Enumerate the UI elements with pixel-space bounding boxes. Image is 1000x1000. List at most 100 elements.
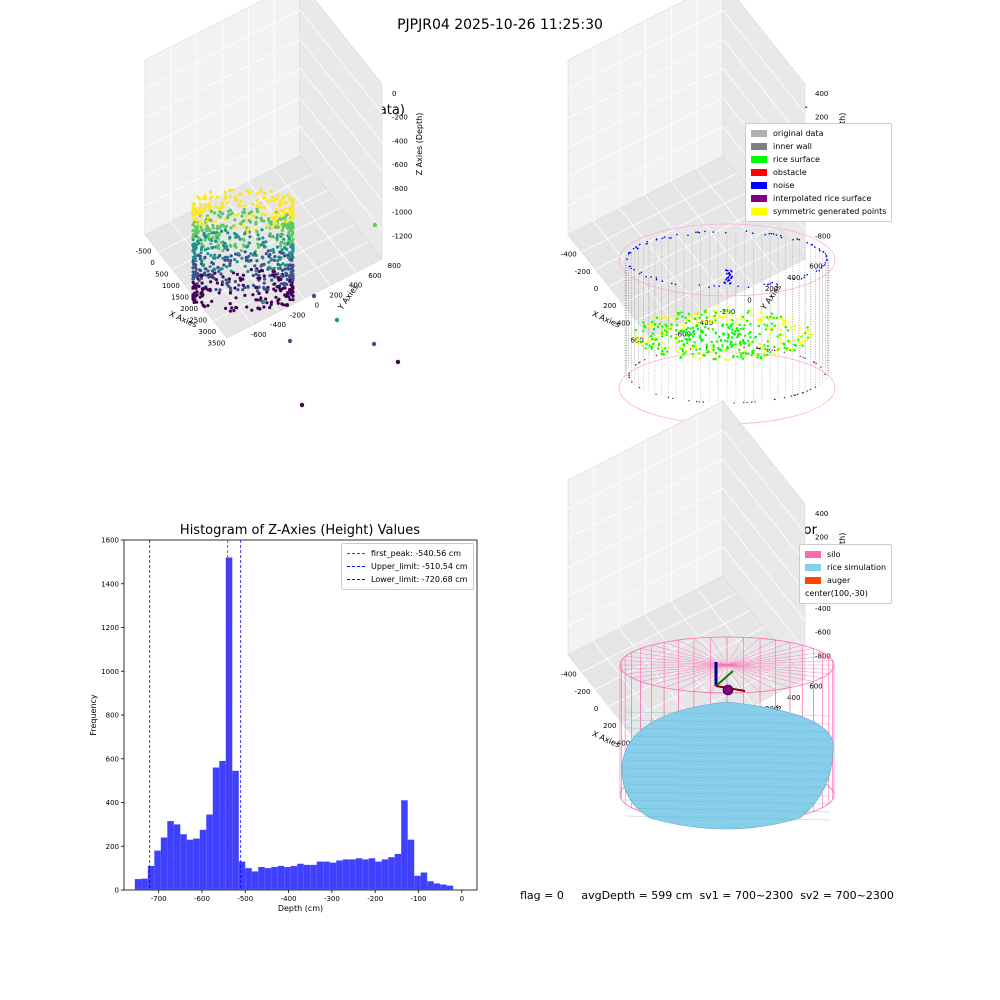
histogram-bar — [427, 881, 434, 890]
p2-noise-point — [803, 276, 805, 279]
p2-rice-surface-point — [747, 339, 750, 342]
p1-data-point — [218, 288, 222, 292]
p1-data-point — [228, 309, 232, 313]
p1-y-tick-label: -600 — [251, 331, 267, 339]
p1-data-point — [272, 258, 276, 262]
p2-rice-surface-point — [644, 326, 647, 329]
p2-rice-surface-point — [669, 335, 673, 338]
p2-noise-point — [780, 236, 783, 239]
p2-rice-surface-point — [727, 333, 730, 336]
p4-silo-roof-wire — [726, 664, 776, 691]
p2-rice-surface-point — [763, 344, 766, 347]
p2-rice-surface-point — [707, 350, 710, 353]
p4-silo-roof-wire — [621, 660, 728, 666]
p4-silo-roof-wire — [726, 660, 833, 666]
p2-interpolated-point — [757, 347, 759, 350]
p2-rice-surface-point — [806, 336, 810, 339]
p1-data-point — [261, 212, 265, 216]
p2-rice-surface-point — [700, 330, 703, 333]
p2-rice-surface-point — [739, 332, 742, 336]
p4-back-grid — [567, 429, 724, 510]
histogram-bar — [199, 829, 207, 890]
p2-noise-point — [718, 285, 720, 288]
p1-data-point — [270, 278, 274, 282]
p2-noise-point — [668, 237, 671, 239]
p2-interpolated-point — [644, 359, 646, 361]
p2-rice-surface-point — [691, 344, 695, 347]
p1-data-point — [274, 295, 278, 299]
p1-data-point — [236, 252, 240, 256]
p2-rice-surface-point — [747, 344, 750, 347]
p2-rice-surface-point — [770, 317, 774, 320]
p2-rice-surface-point — [718, 355, 721, 358]
histogram-frame — [123, 539, 478, 891]
p2-noise-point — [698, 231, 701, 234]
p1-outlier-point — [372, 222, 378, 228]
p1-data-point — [211, 223, 215, 227]
p2-rice-surface-point — [687, 333, 690, 337]
p2-rice-surface-point — [757, 324, 760, 328]
p1-data-point — [290, 257, 294, 261]
p2-rice-surface-point — [769, 315, 772, 318]
p2-rice-surface-point — [724, 358, 727, 361]
p2-rice-surface-point — [777, 353, 780, 356]
p1-data-point — [224, 255, 228, 259]
p4-silo-roof-wire — [678, 639, 728, 666]
p2-rice-surface-point — [769, 351, 772, 354]
p2-rice-surface-point — [650, 345, 653, 349]
p1-data-point — [255, 216, 259, 220]
p2-rice-surface-point — [741, 357, 745, 360]
p1-data-point — [234, 305, 238, 310]
p1-data-point — [257, 237, 261, 241]
p2-rice-surface-point — [710, 340, 713, 344]
p1-data-point — [230, 211, 234, 215]
p2-rice-surface-point — [663, 347, 667, 350]
p2-rice-surface-point — [705, 310, 709, 313]
p2-rice-surface-point — [713, 314, 717, 318]
p4-simulation — [619, 636, 835, 830]
p1-data-point — [260, 268, 264, 272]
p1-outlier-point — [334, 317, 340, 323]
p1-data-point — [287, 264, 291, 268]
p1-y-tick-label: 200 — [330, 292, 343, 300]
p2-noise-point — [726, 269, 729, 272]
p4-silo-roof-wire — [726, 656, 829, 666]
p1-data-point — [248, 220, 253, 224]
p2-rice-surface-point — [652, 342, 655, 346]
legend-entry: inner wall — [751, 140, 886, 153]
p2-rice-surface-point — [641, 330, 645, 333]
p1-data-point — [206, 247, 210, 251]
p1-data-point — [271, 269, 275, 273]
y-tick-label: 400 — [106, 799, 119, 807]
p1-data-point — [208, 274, 212, 278]
p1-data-point — [247, 254, 251, 258]
p2-x-tick-label: 0 — [594, 285, 598, 293]
p2-rice-surface-point — [727, 334, 731, 338]
p1-data-point — [241, 273, 245, 277]
p2-rice-surface-point — [670, 329, 673, 332]
p2-rice-surface-point — [722, 309, 725, 312]
p2-rice-surface-point — [729, 324, 732, 327]
p2-rice-surface-point — [711, 328, 714, 331]
p1-data-point — [286, 253, 290, 257]
p1-data-point — [192, 249, 196, 253]
p2-rice-surface-point — [703, 321, 706, 324]
p2-rice-surface-point — [763, 323, 766, 326]
p2-rice-surface-point — [800, 340, 804, 343]
p2-noise-point — [822, 265, 824, 267]
p1-data-point — [268, 305, 272, 310]
p2-rice-surface-point — [776, 335, 779, 338]
p4-z-tick-label: 200 — [815, 534, 828, 542]
p1-data-point — [226, 248, 230, 252]
p2-rice-surface-point — [782, 343, 786, 346]
p4-rice-mesh — [625, 767, 831, 773]
p2-noise-point — [695, 231, 697, 234]
p1-data-point — [217, 269, 221, 273]
p1-data-point — [281, 225, 285, 229]
p1-data-point — [228, 286, 232, 290]
x-tick-label: 0 — [460, 895, 464, 903]
p1-data-point — [228, 302, 232, 306]
p1-data-point — [235, 272, 239, 276]
p4-silo-roof-wire — [664, 642, 728, 666]
p1-data-point — [229, 269, 233, 273]
